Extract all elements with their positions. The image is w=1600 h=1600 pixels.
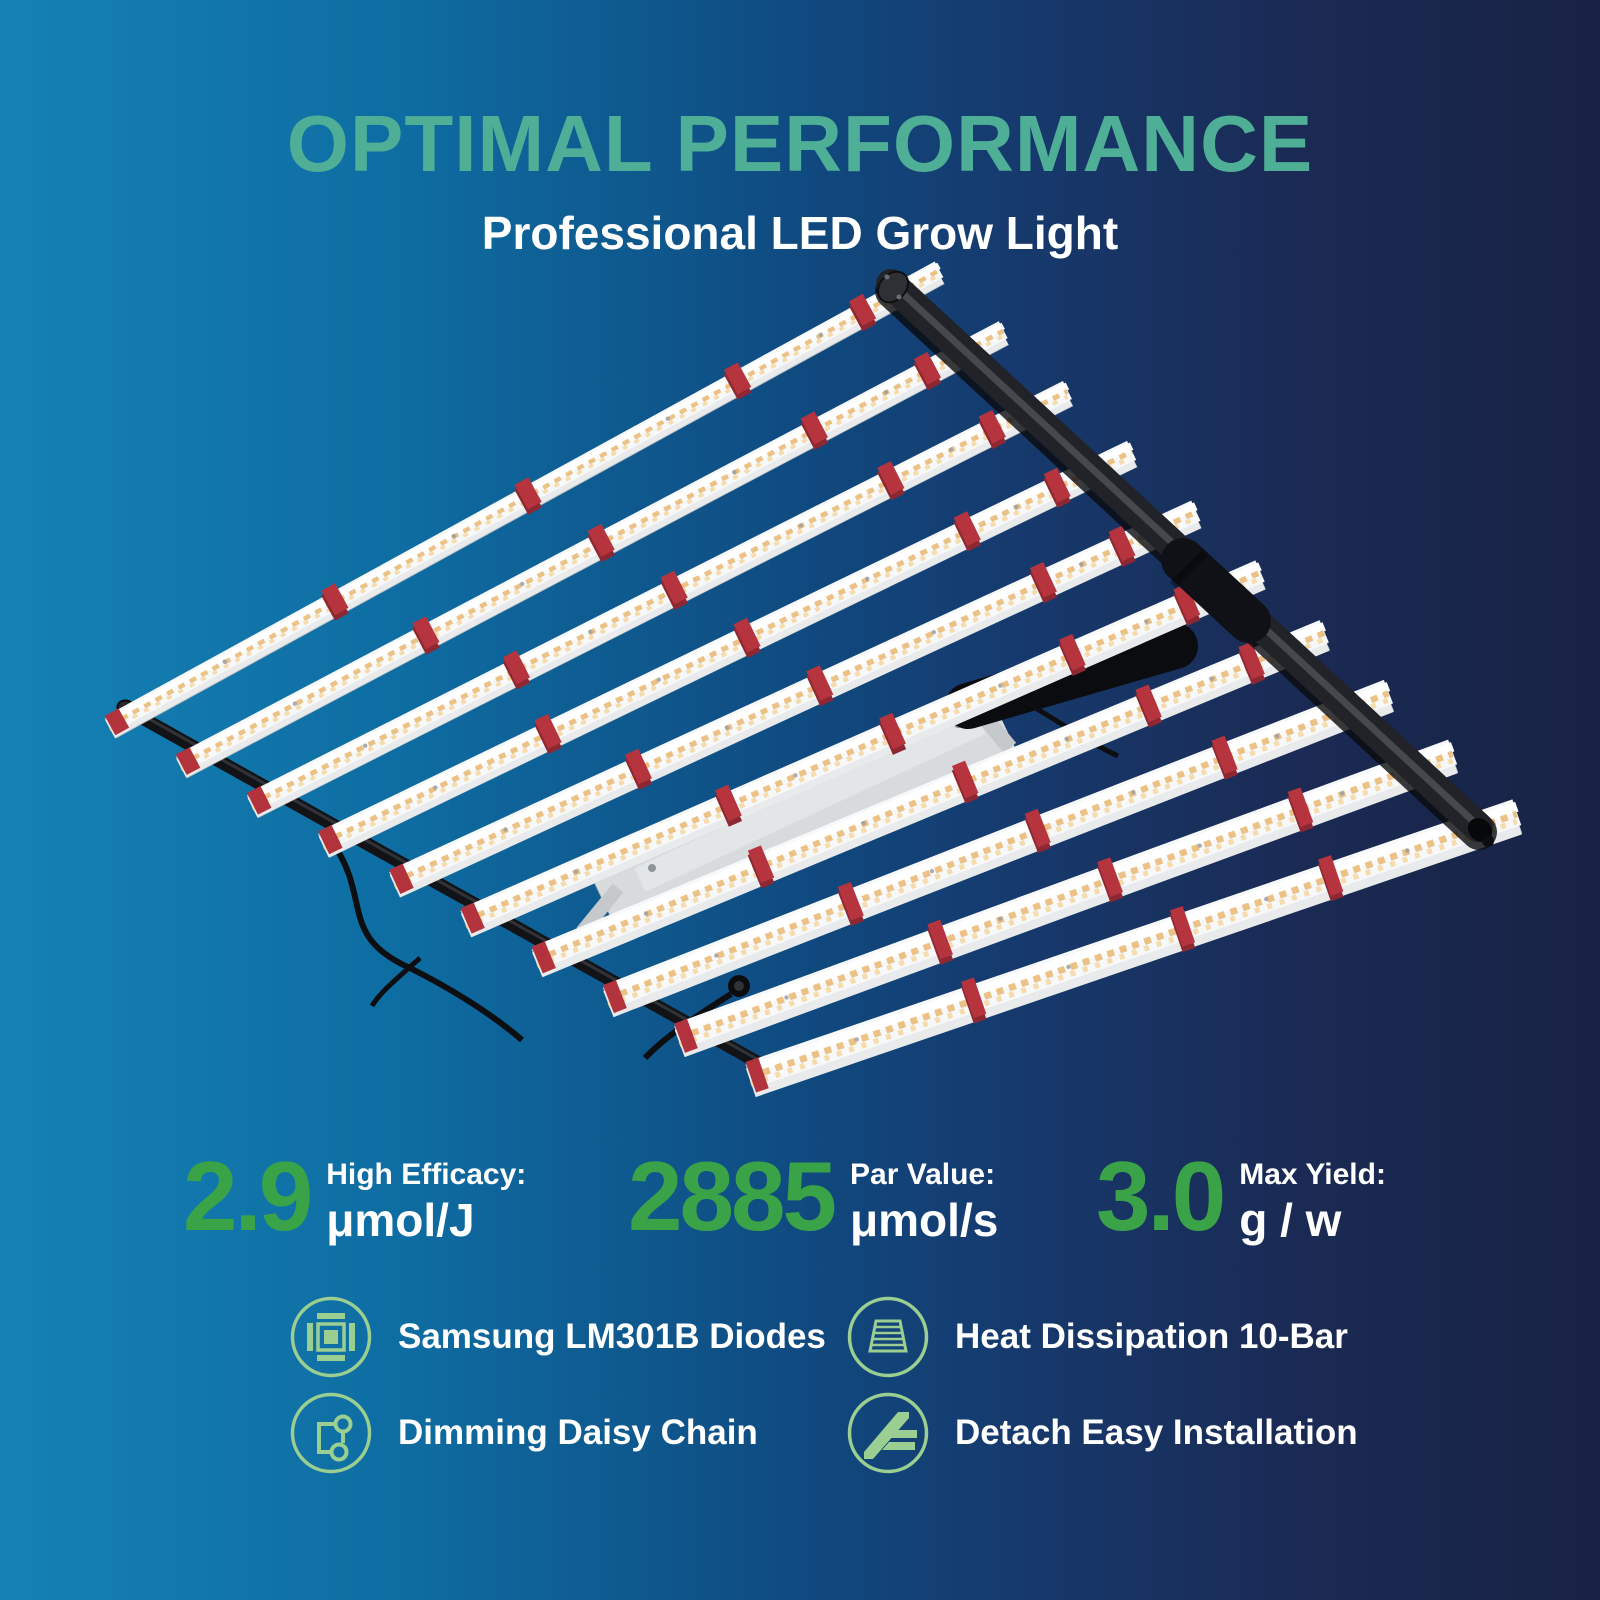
stat-value: 3.0 xyxy=(1096,1141,1226,1251)
led-bars-layer xyxy=(104,261,1523,1098)
daisy-chain-icon xyxy=(290,1392,372,1474)
stat-unit: g / w xyxy=(1239,1193,1342,1246)
stat-label: High Efficacy: xyxy=(326,1158,527,1191)
stat-unit: μmol/s xyxy=(850,1193,999,1246)
led-bar xyxy=(602,679,1395,1018)
feature-label: Samsung LM301B Diodes xyxy=(398,1317,826,1356)
feature-samsung-diodes: Samsung LM301B Diodes xyxy=(289,1295,826,1379)
led-bar xyxy=(531,620,1330,978)
stat-label: Par Value: xyxy=(850,1158,996,1191)
feature-label: Heat Dissipation 10-Bar xyxy=(955,1317,1348,1356)
led-bar xyxy=(745,799,1523,1098)
led-bar xyxy=(389,500,1202,898)
rail-end-cap-top xyxy=(877,270,909,304)
page-subtitle: Professional LED Grow Light xyxy=(481,207,1119,259)
stat-value: 2.9 xyxy=(183,1141,313,1251)
feature-detach-installation: Detach Easy Installation xyxy=(846,1391,1358,1475)
stat-label: Max Yield: xyxy=(1239,1158,1386,1191)
led-bar xyxy=(104,261,945,739)
stat-value: 2885 xyxy=(628,1141,837,1251)
led-bar xyxy=(175,321,1009,779)
stat-efficacy: 2.9 High Efficacy: μmol/J xyxy=(183,1141,527,1251)
feature-label: Dimming Daisy Chain xyxy=(398,1413,758,1452)
center-spine xyxy=(576,680,1019,944)
rail-hinge xyxy=(1161,538,1271,643)
led-bar xyxy=(460,560,1266,938)
stat-par-value: 2885 Par Value: μmol/s xyxy=(628,1141,999,1251)
feature-heat-dissipation: Heat Dissipation 10-Bar xyxy=(846,1295,1348,1379)
led-bar xyxy=(246,381,1074,819)
detach-icon xyxy=(847,1392,929,1474)
led-bar xyxy=(317,440,1138,858)
page-title: OPTIMAL PERFORMANCE xyxy=(286,99,1314,188)
stat-unit: μmol/J xyxy=(326,1193,475,1246)
feature-dimming-daisy-chain: Dimming Daisy Chain xyxy=(289,1391,758,1475)
heatsink-icon xyxy=(847,1296,929,1378)
feature-label: Detach Easy Installation xyxy=(955,1413,1358,1452)
stat-max-yield: 3.0 Max Yield: g / w xyxy=(1096,1141,1386,1251)
led-bar xyxy=(674,739,1459,1058)
mounting-rail-right xyxy=(875,269,1497,850)
chip-icon xyxy=(290,1296,372,1378)
